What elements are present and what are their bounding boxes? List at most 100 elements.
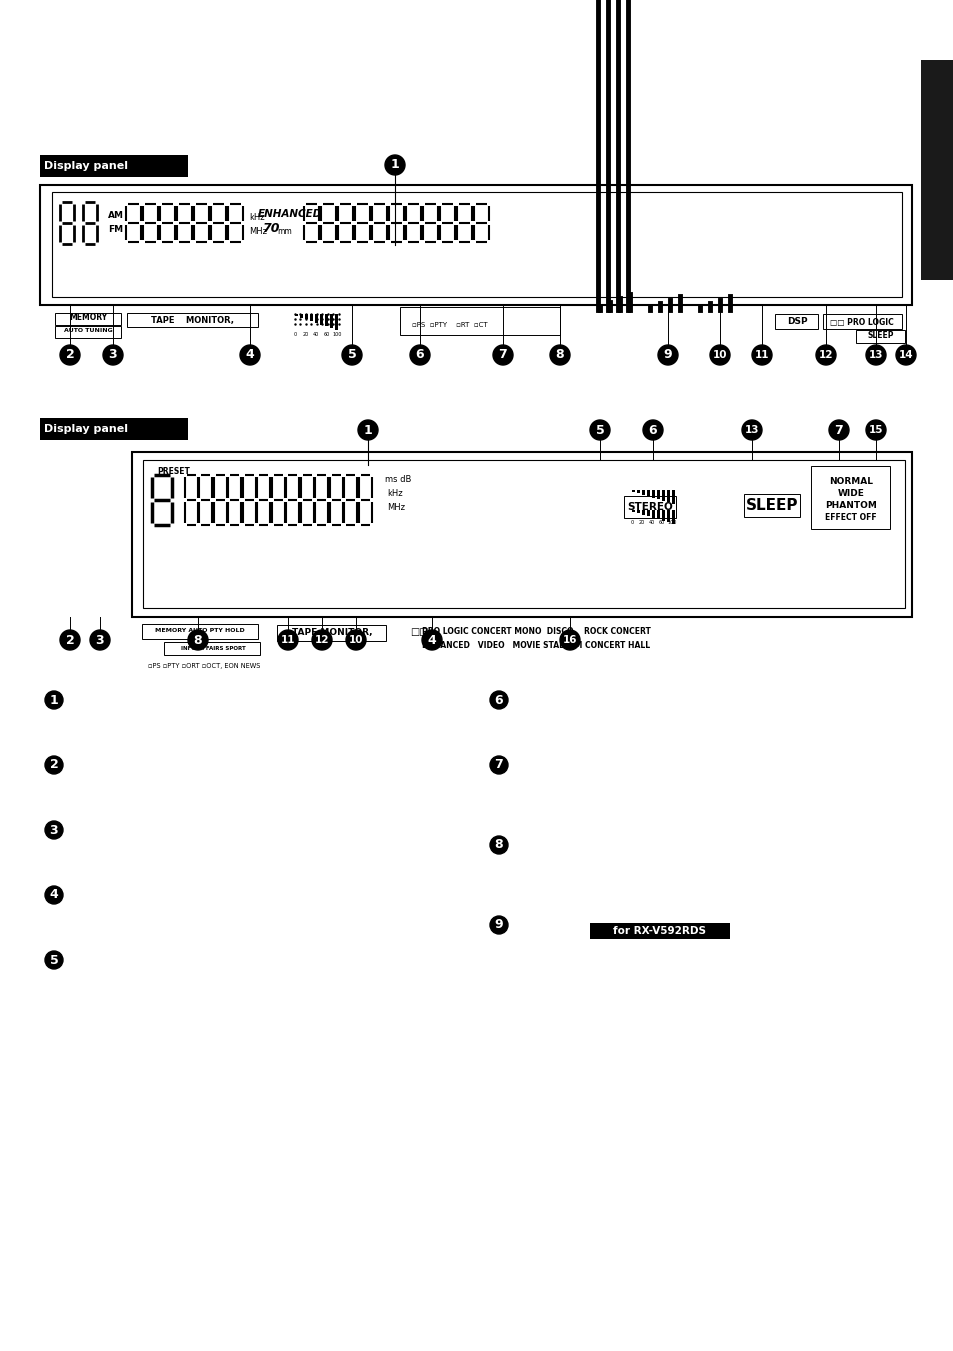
Circle shape [642,420,662,440]
Bar [666,490,670,503]
Bar [305,313,308,319]
Text: 5: 5 [595,423,604,436]
Circle shape [559,630,579,650]
Text: 15: 15 [868,426,882,435]
Bar [631,509,635,512]
FancyBboxPatch shape [811,466,889,528]
Text: 6: 6 [495,693,503,707]
Bar [651,490,655,497]
Circle shape [60,345,80,365]
Text: PHANTOM: PHANTOM [824,501,876,511]
Text: 5: 5 [50,954,58,966]
Text: WIDE: WIDE [837,489,863,499]
Text: ENHANCED: ENHANCED [257,209,322,219]
Circle shape [357,420,377,440]
Text: 4: 4 [50,889,58,901]
Bar [314,313,318,323]
Circle shape [410,345,430,365]
Text: 60: 60 [659,520,664,524]
Bar [299,313,303,317]
Text: 1: 1 [390,158,399,172]
Text: 13: 13 [868,350,882,359]
Text: 20: 20 [639,520,644,524]
Circle shape [865,420,885,440]
Circle shape [493,345,513,365]
Text: □□ PRO LOGIC: □□ PRO LOGIC [829,317,893,327]
Circle shape [45,690,63,709]
Text: TAPE    MONITOR,: TAPE MONITOR, [152,316,234,324]
Text: 2: 2 [50,758,58,771]
Text: 6: 6 [416,349,424,362]
Circle shape [90,630,110,650]
Circle shape [346,630,366,650]
Text: ▫PS  ▫PTY    ▫RT  ▫CT: ▫PS ▫PTY ▫RT ▫CT [412,322,487,328]
Circle shape [828,420,848,440]
Text: 0: 0 [630,520,633,524]
Text: DSP: DSP [786,317,806,327]
Text: 4: 4 [245,349,254,362]
Bar [671,490,675,504]
Text: 7: 7 [494,758,503,771]
FancyBboxPatch shape [623,496,676,517]
Bar [631,490,635,492]
Text: 4: 4 [427,634,436,647]
Circle shape [45,757,63,774]
Text: 12: 12 [818,350,832,359]
Text: 40: 40 [648,520,655,524]
FancyBboxPatch shape [52,192,901,297]
Circle shape [815,345,835,365]
Bar [294,313,298,316]
Circle shape [490,757,507,774]
Text: 2: 2 [66,634,74,647]
Text: 14: 14 [898,350,912,359]
FancyBboxPatch shape [589,923,729,939]
Circle shape [45,821,63,839]
Text: AM: AM [108,212,124,220]
Text: 3: 3 [95,634,104,647]
Text: 0: 0 [294,332,296,338]
Text: STEREO: STEREO [626,503,672,512]
Circle shape [421,630,441,650]
Text: 10: 10 [712,350,726,359]
Text: 8: 8 [193,634,202,647]
Circle shape [45,886,63,904]
Text: 11: 11 [280,635,294,644]
Bar [641,509,645,515]
Text: 3: 3 [50,824,58,836]
Text: Display panel: Display panel [44,424,128,434]
Text: PRO LOGIC CONCERT MONO  DISCO    ROCK CONCERT: PRO LOGIC CONCERT MONO DISCO ROCK CONCER… [421,627,650,636]
Text: 6: 6 [648,423,657,436]
Circle shape [277,630,297,650]
Text: INFO AFFAIRS SPORT: INFO AFFAIRS SPORT [180,646,245,650]
Text: 2: 2 [66,349,74,362]
Text: SLEEP: SLEEP [867,331,893,340]
Text: NORMAL: NORMAL [828,477,872,486]
FancyBboxPatch shape [143,459,904,608]
Text: MEMORY: MEMORY [69,313,107,323]
Circle shape [709,345,729,365]
Bar [661,490,665,501]
FancyBboxPatch shape [132,453,911,617]
FancyBboxPatch shape [164,642,260,654]
Text: 9: 9 [663,349,672,362]
Circle shape [240,345,260,365]
Text: 1: 1 [50,693,58,707]
Text: 9: 9 [495,919,503,931]
FancyBboxPatch shape [128,312,258,327]
Circle shape [103,345,123,365]
Text: 8: 8 [495,839,503,851]
FancyBboxPatch shape [399,307,559,335]
FancyBboxPatch shape [743,493,800,516]
Text: ▫PS ▫PTY ▫ORT ▫OCT, EON NEWS: ▫PS ▫PTY ▫ORT ▫OCT, EON NEWS [148,663,260,669]
Text: 100: 100 [332,332,341,338]
Text: 1: 1 [363,423,372,436]
Text: FM: FM [108,224,123,234]
Circle shape [385,155,405,176]
Text: 5: 5 [347,349,356,362]
Text: PRESET: PRESET [157,467,190,477]
Bar [651,509,655,517]
FancyBboxPatch shape [55,326,121,338]
Text: 7: 7 [834,423,842,436]
Text: 7: 7 [498,349,507,362]
Circle shape [589,420,609,440]
